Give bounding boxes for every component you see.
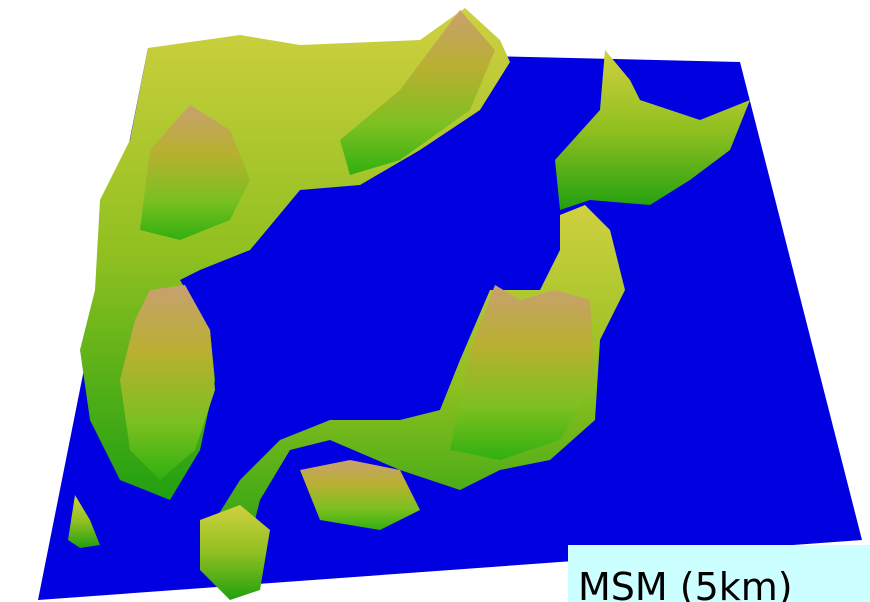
page: {"label": "MSM (5km)"} MSM (5km) (() => … (0, 0, 870, 602)
label: MSM (5km) (578, 565, 793, 602)
terrain-render (0, 0, 870, 602)
label-box: MSM (5km) (568, 545, 870, 602)
